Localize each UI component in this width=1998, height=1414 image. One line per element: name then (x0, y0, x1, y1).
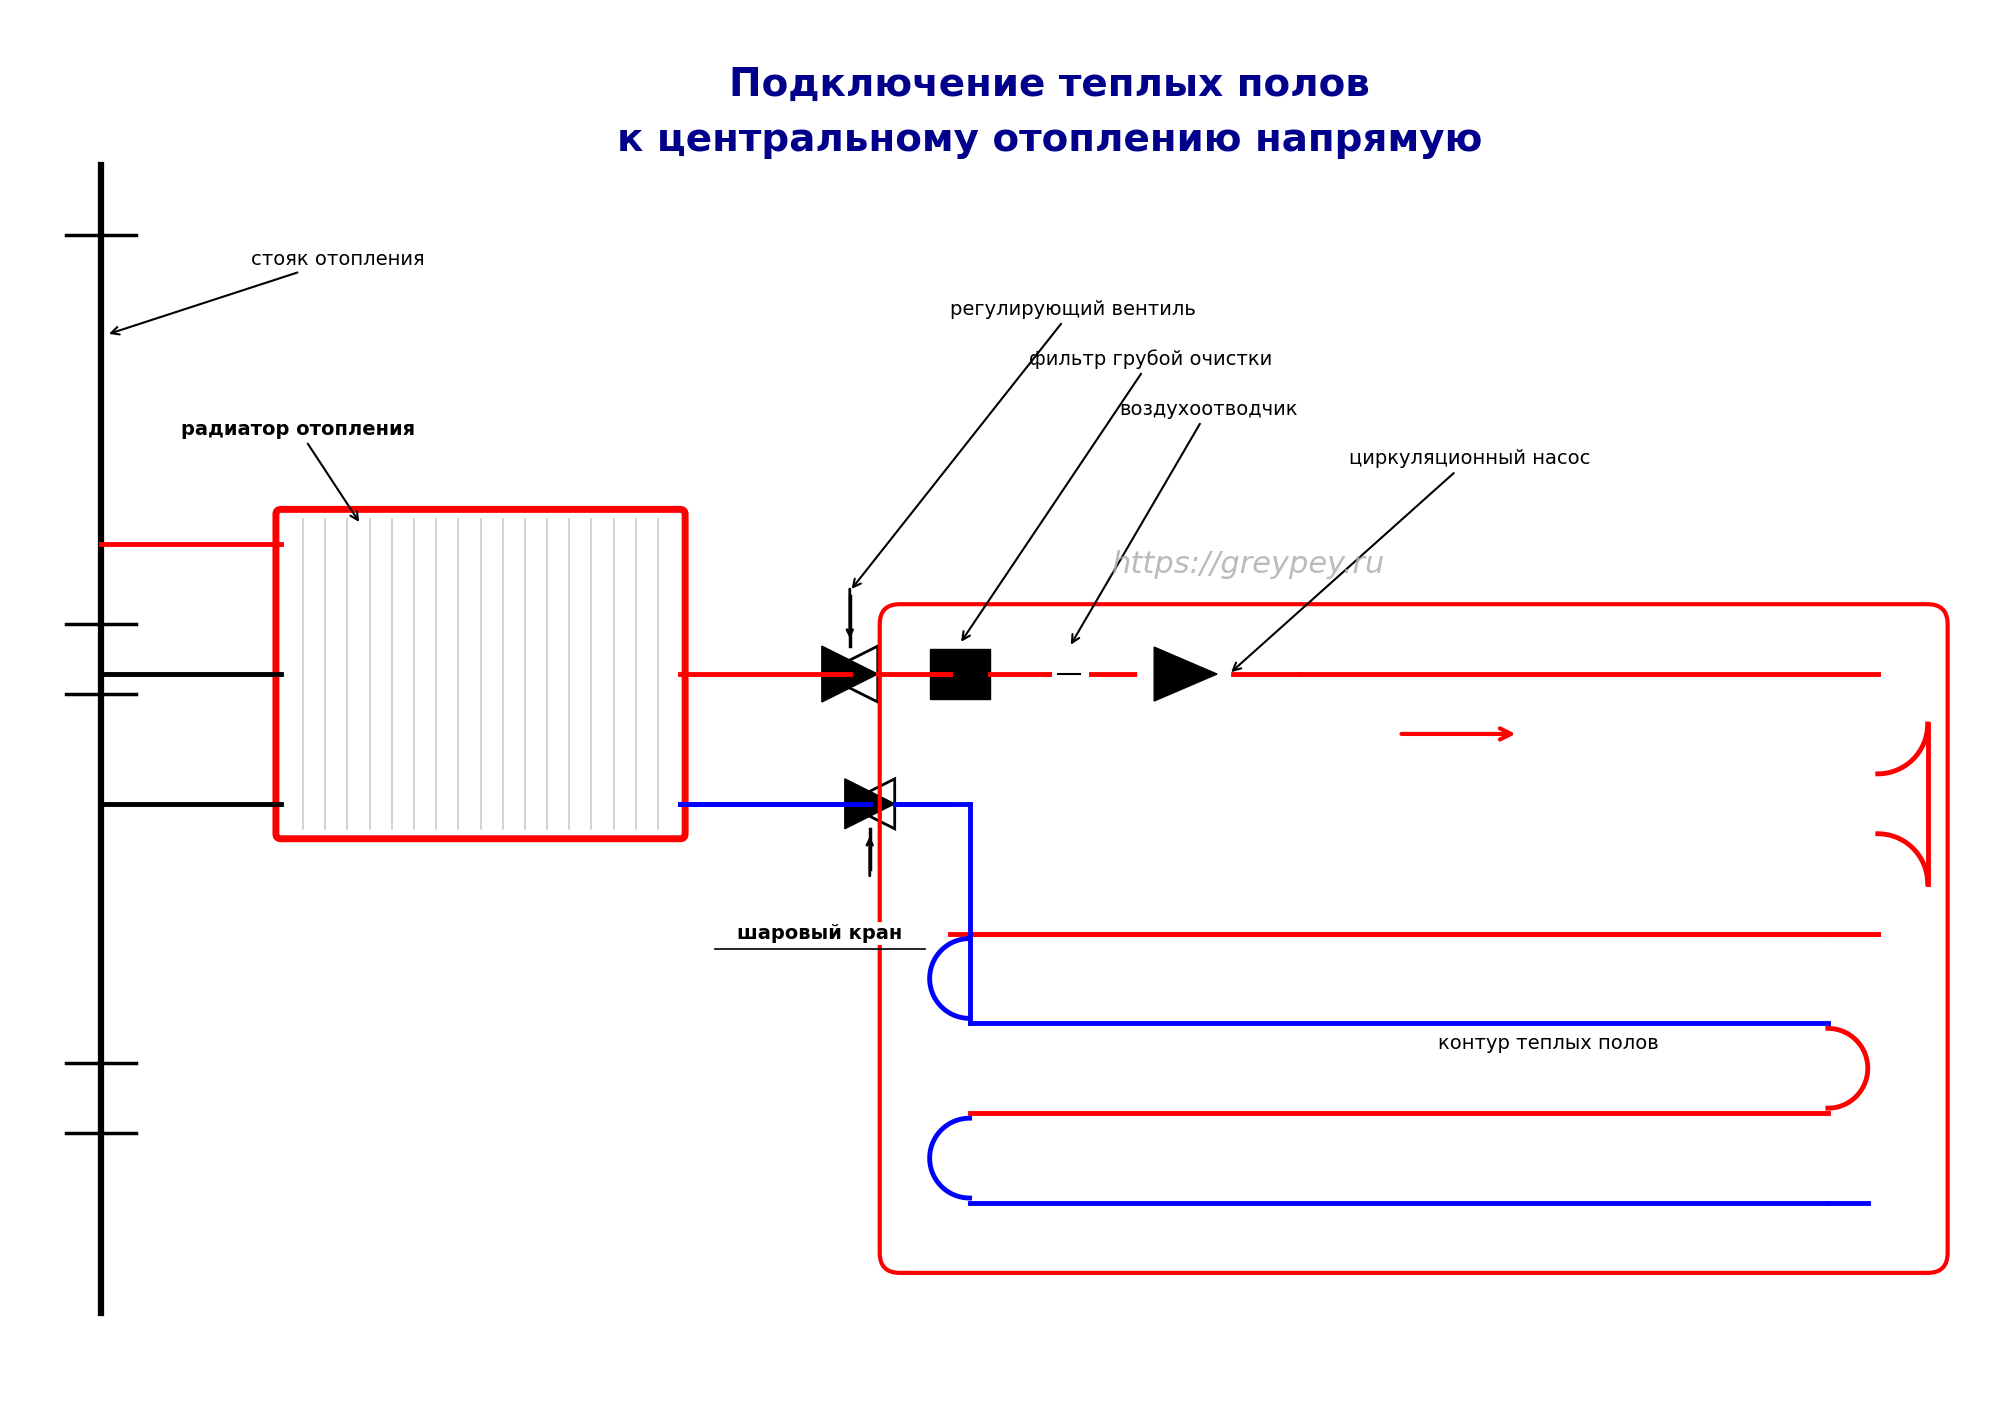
Text: радиатор отопления: радиатор отопления (182, 420, 416, 520)
Text: регулирующий вентиль: регулирующий вентиль (853, 300, 1195, 587)
Polygon shape (845, 779, 895, 829)
Text: https://greypey.ru: https://greypey.ru (1111, 550, 1385, 578)
Text: к центральному отоплению напрямую: к центральному отоплению напрямую (617, 122, 1481, 160)
FancyBboxPatch shape (276, 509, 685, 839)
Polygon shape (1047, 656, 1091, 691)
Polygon shape (929, 649, 989, 699)
Text: воздухоотводчик: воздухоотводчик (1071, 400, 1297, 643)
Text: шаровый кран: шаровый кран (737, 925, 901, 943)
Polygon shape (1153, 648, 1217, 701)
Text: фильтр грубой очистки: фильтр грубой очистки (961, 349, 1273, 641)
Text: циркуляционный насос: циркуляционный насос (1233, 450, 1588, 670)
Circle shape (1139, 629, 1229, 718)
Text: стояк отопления: стояк отопления (112, 250, 424, 335)
Text: контур теплых полов: контур теплых полов (1437, 1034, 1658, 1053)
Text: Подключение теплых полов: Подключение теплых полов (729, 66, 1369, 105)
Polygon shape (821, 646, 877, 701)
